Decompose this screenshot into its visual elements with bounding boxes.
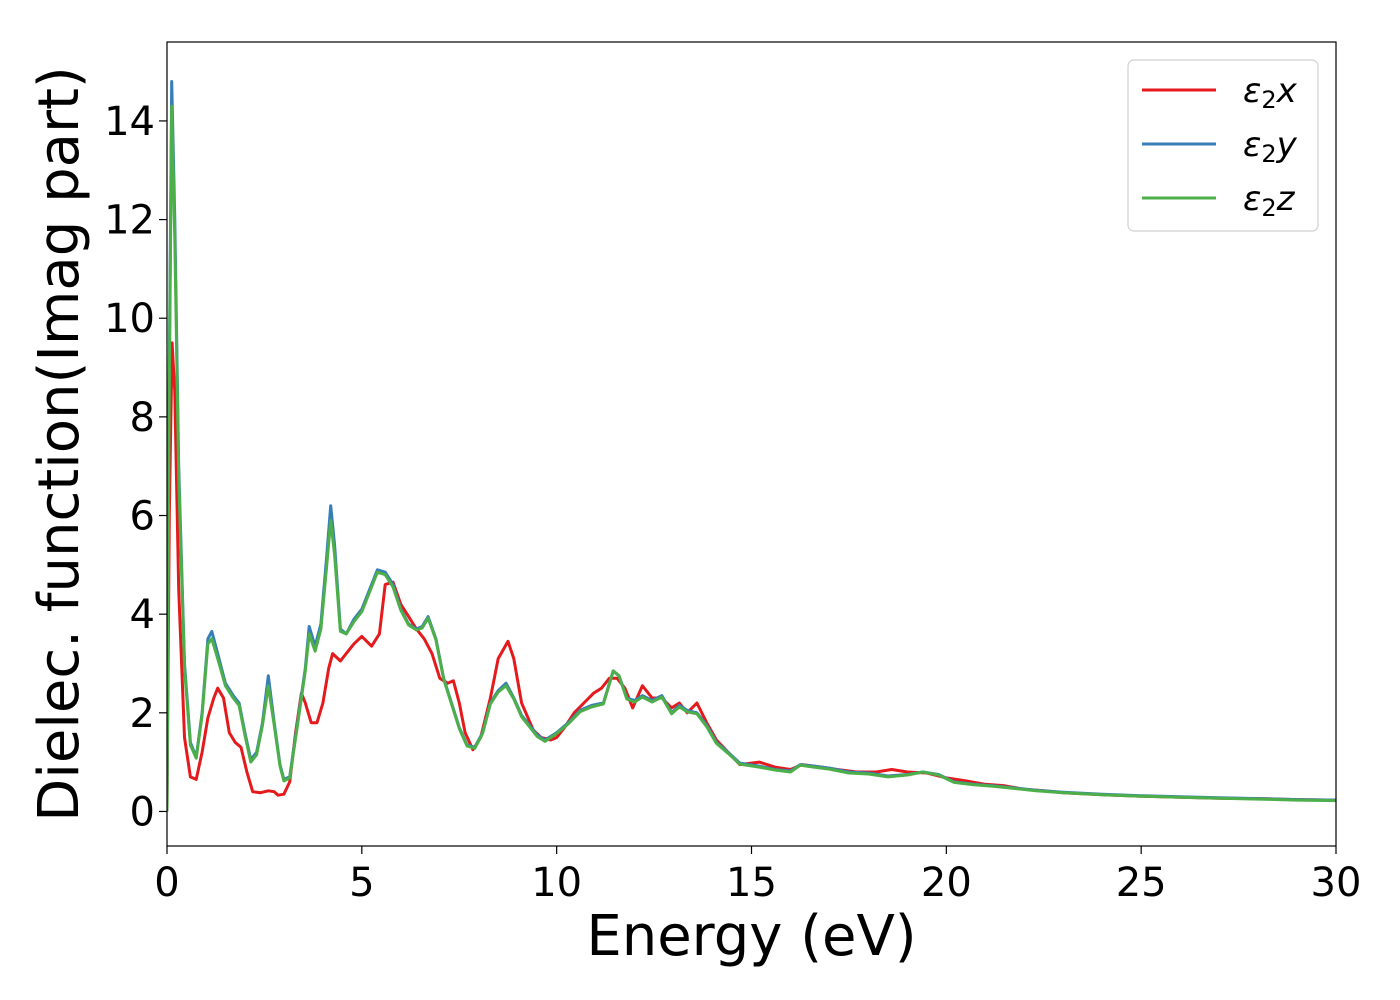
x-tick-label: 25	[1116, 860, 1167, 906]
legend: ε2x ε2y ε2z	[1127, 59, 1319, 232]
y-tick-label: 6	[130, 494, 155, 540]
x-axis-title: Energy (eV)	[586, 904, 916, 969]
legend-label-z: ε2z	[1243, 179, 1296, 222]
x-tick-label: 10	[531, 860, 582, 906]
y-tick-label: 12	[104, 198, 155, 244]
y-tick-label: 0	[130, 789, 155, 835]
series-line-z	[167, 104, 1336, 812]
y-axis-title: Dielec. function(Imag part)	[27, 66, 92, 822]
y-tick-label: 8	[130, 395, 155, 441]
y-tick-label: 4	[130, 592, 155, 638]
y-tick-label: 14	[104, 99, 155, 145]
series-line-x	[167, 341, 1336, 812]
x-tick-label: 0	[154, 860, 179, 906]
legend-label-y: ε2y	[1243, 125, 1298, 168]
x-tick-label: 5	[349, 860, 374, 906]
legend-box	[1127, 59, 1319, 232]
y-tick-label: 10	[104, 296, 155, 342]
y-tick-label: 2	[130, 691, 155, 737]
x-tick-label: 15	[726, 860, 777, 906]
x-tick-label: 30	[1311, 860, 1362, 906]
x-axis: 0 5 10 15 20 25 30	[154, 846, 1361, 906]
series-layer	[167, 80, 1336, 812]
y-axis: 0 2 4 6 8 10 12 14	[104, 99, 167, 835]
x-tick-label: 20	[921, 860, 972, 906]
legend-label-x: ε2x	[1243, 71, 1298, 114]
